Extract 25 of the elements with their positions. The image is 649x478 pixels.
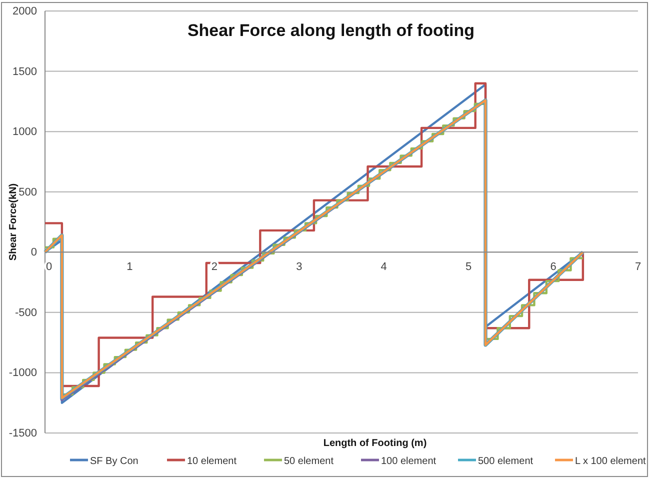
x-tick-label: 0 [46,260,52,273]
legend-label: 100 element [381,456,436,467]
x-tick-label: 5 [466,260,472,273]
x-tick-label: 7 [634,260,642,273]
y-tick-label: 1000 [12,126,37,138]
y-tick-label: 0 [30,246,37,259]
x-tick-label: 1 [126,260,133,273]
legend-label: L x 100 element [575,456,646,467]
legend-label: SF By Con [90,456,138,467]
y-tick-label: 1500 [12,66,37,78]
x-tick-label: 2 [211,260,218,273]
text: Shear Force along length of footing [187,21,475,40]
x-axis-title: Length of Footing (m) [323,438,427,449]
x-tick-label: 3 [296,260,302,273]
y-tick-label: -1500 [8,428,37,440]
legend-label: 50 element [284,456,334,467]
y-tick-label: 2000 [12,6,37,18]
y-tick-label: -500 [14,306,37,319]
y-tick-label: -1000 [8,367,37,380]
legend-label: 500 element [478,456,534,467]
x-tick-label: 6 [550,260,556,273]
y-tick-label: 500 [18,186,37,198]
legend-label: 10 element [187,456,237,467]
x-tick-label: 4 [380,260,387,273]
y-axis-title: Shear Force(kN) [8,183,19,261]
